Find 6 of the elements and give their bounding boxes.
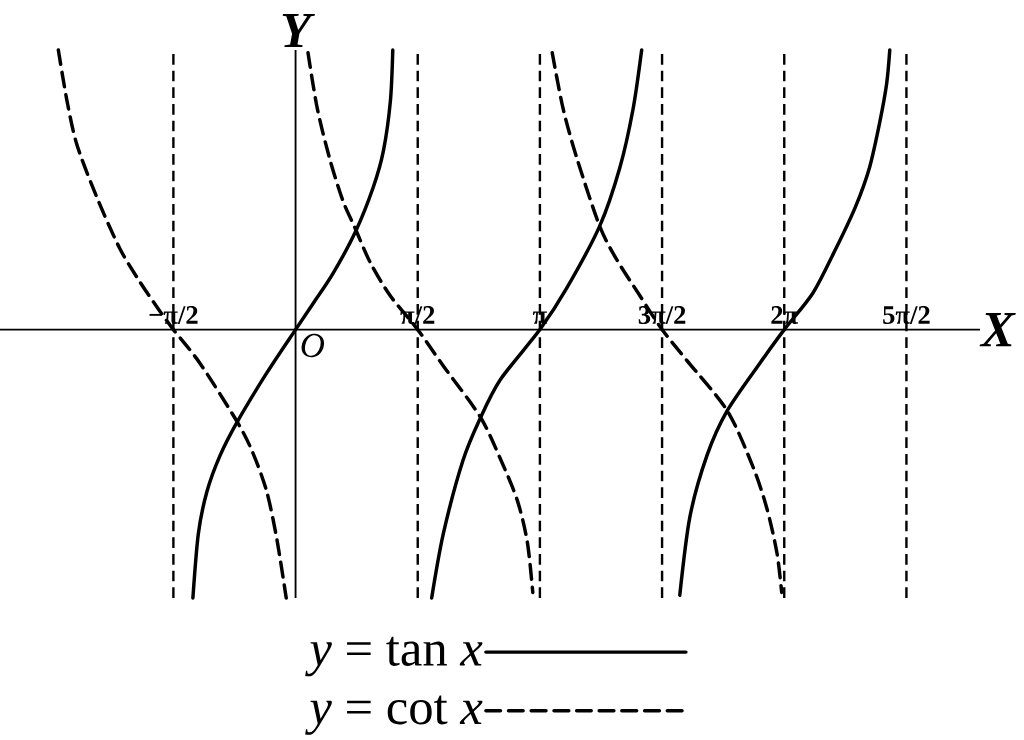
x-axis-title: X: [979, 312, 1016, 347]
y-axis-title: Y: [282, 13, 315, 48]
legend-label: y = tan x: [305, 636, 483, 677]
x-tick-label: 5π/2: [883, 306, 930, 324]
legend-label: y = cot x: [305, 695, 483, 735]
annotation: O: [301, 333, 325, 358]
